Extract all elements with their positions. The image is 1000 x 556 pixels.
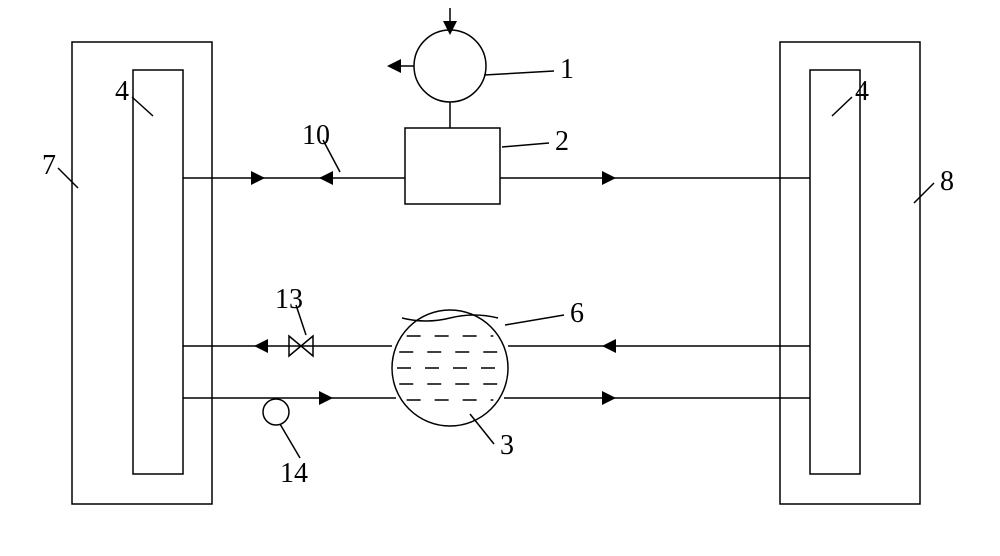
label-4: 4	[855, 78, 869, 106]
label-13: 13	[275, 286, 303, 314]
label-6: 6	[570, 300, 584, 328]
label-7: 7	[42, 152, 56, 180]
label-10: 10	[302, 122, 330, 150]
label-14: 14	[280, 460, 308, 488]
label-4: 4	[115, 78, 129, 106]
schematic-diagram	[0, 0, 1000, 556]
label-3: 3	[500, 432, 514, 460]
label-2: 2	[555, 128, 569, 156]
label-8: 8	[940, 168, 954, 196]
label-1: 1	[560, 56, 574, 84]
